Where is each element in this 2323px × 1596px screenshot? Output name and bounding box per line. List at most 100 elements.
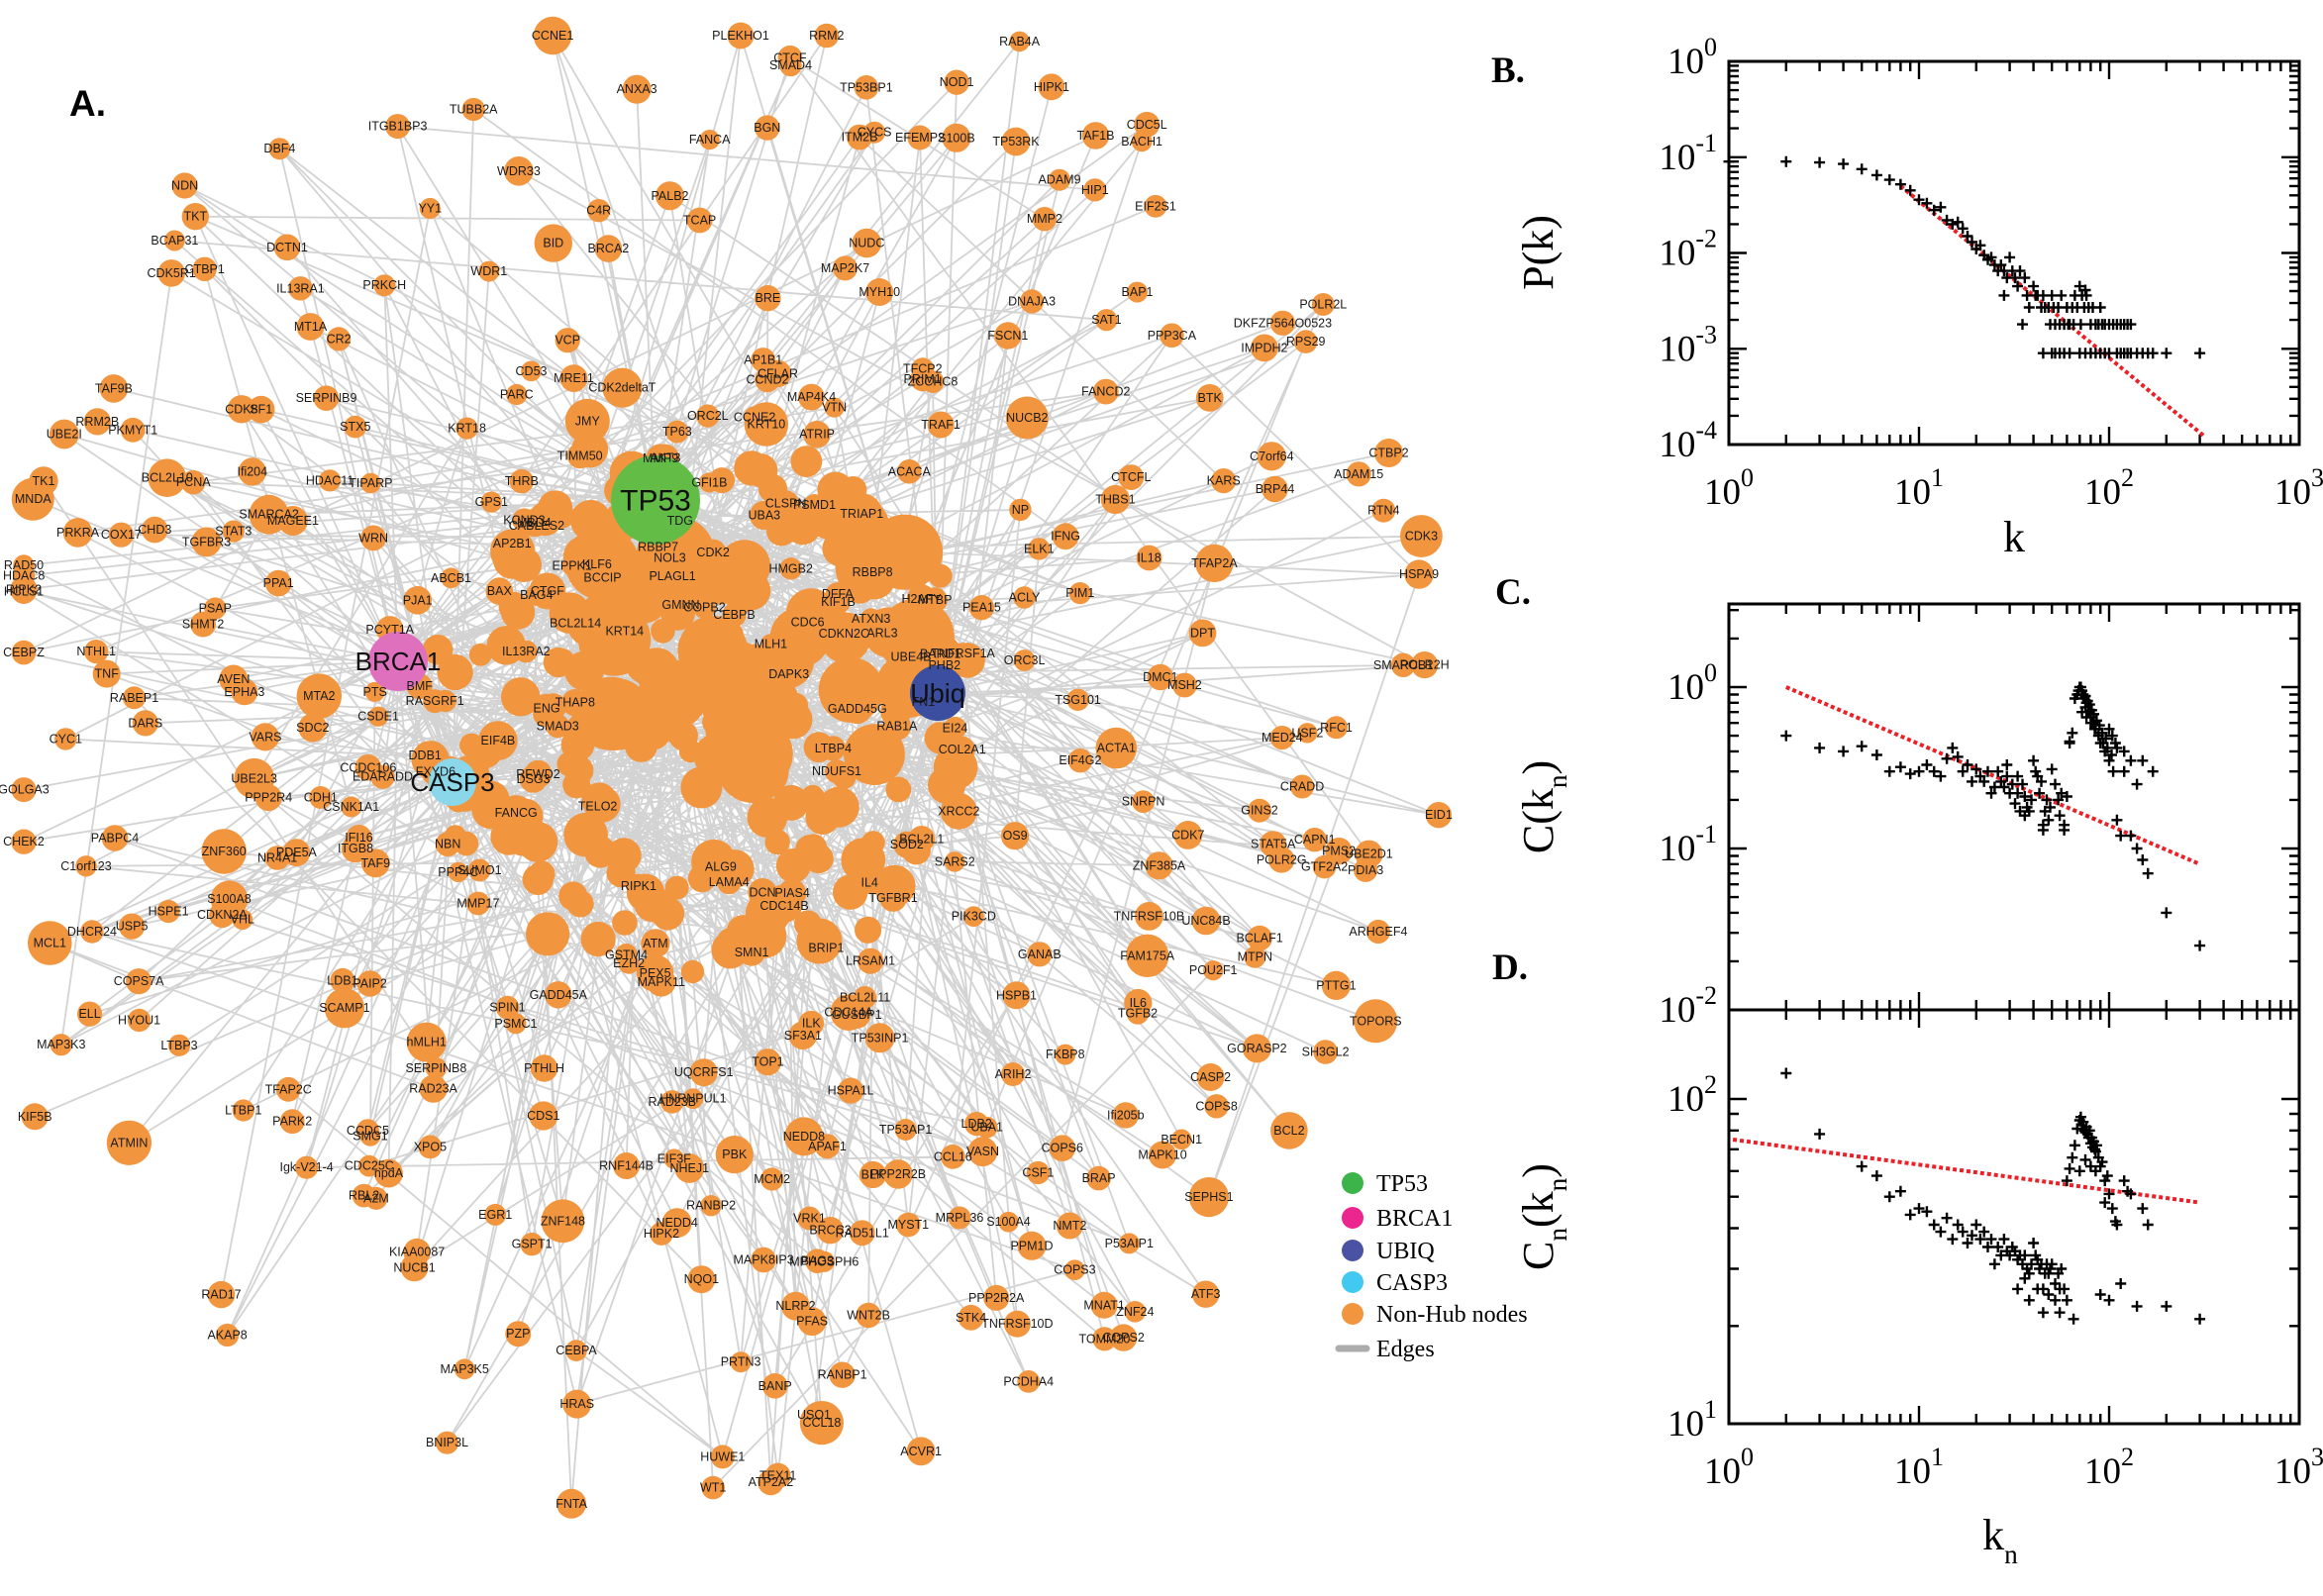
gene-label: NUCB2 [1006, 411, 1048, 425]
gene-label: POLR2G [1257, 852, 1307, 866]
gene-label: PPP2R2B [870, 1167, 926, 1181]
x-axis-label: kn [1982, 1511, 2018, 1569]
network-node [1172, 672, 1197, 698]
gene-label: MYH10 [858, 285, 900, 299]
gene-label: PSMD1 [793, 498, 836, 512]
gene-label: CHD3 [138, 523, 171, 537]
network-node [296, 313, 325, 341]
network-node [764, 829, 790, 855]
network-node [796, 611, 819, 634]
network-node [543, 647, 573, 678]
gene-label: MMP17 [456, 897, 499, 911]
network-node [538, 490, 573, 525]
gene-label: ADAM15 [1334, 467, 1383, 481]
gene-label: COPS6 [1042, 1142, 1083, 1155]
gene-label: AP2B1 [493, 537, 532, 550]
gene-label: RAD17 [201, 1288, 241, 1302]
gene-label: RFWD2 [516, 767, 559, 781]
network-node [448, 861, 468, 883]
gene-label: TNFRSF10B [1114, 909, 1185, 923]
gene-label: KIF5B [18, 1110, 52, 1124]
network-node [563, 611, 587, 635]
gene-label: PLAGL1 [649, 569, 695, 583]
gene-label: IFNG [1051, 530, 1080, 544]
gene-label: NHEJ1 [670, 1161, 710, 1175]
network-node [1068, 582, 1091, 605]
gene-label: PKMYT1 [108, 423, 157, 437]
gene-label: TNFRSF10D [981, 1317, 1053, 1331]
gene-label: HMGB2 [768, 561, 813, 575]
gene-label: SMARCB1 [1373, 658, 1433, 672]
network-node [852, 228, 882, 258]
network-node [181, 203, 209, 231]
gene-label: EIF4G2 [1059, 753, 1101, 767]
gene-label: TAF9 [360, 856, 390, 870]
network-node [870, 622, 894, 645]
network-node [201, 829, 247, 874]
panel-label-b: B. [1491, 50, 1525, 91]
network-node [748, 878, 777, 908]
gene-label: TP53AP1 [879, 1123, 933, 1137]
network-node [545, 981, 572, 1009]
network-node [498, 795, 535, 832]
gene-label: SDC2 [296, 721, 329, 735]
network-node [330, 967, 355, 993]
gene-label: PSAP [199, 602, 232, 616]
gene-label: HNRNPUL1 [659, 1092, 726, 1106]
gene-label: XPO5 [414, 1140, 447, 1153]
network-node [775, 848, 811, 883]
gene-label: BCL2L11 [840, 991, 890, 1005]
gene-label: TSG101 [1055, 693, 1101, 707]
gene-label: UBA1 [970, 1121, 1003, 1135]
gene-label: ATM [643, 937, 667, 950]
network-node [227, 395, 256, 424]
network-node [509, 468, 534, 494]
network-node [219, 664, 249, 694]
gene-label: BCLAF1 [1236, 932, 1282, 946]
network-node [279, 1109, 305, 1135]
gene-label: HDAC8 [3, 569, 45, 583]
gene-label: ATRIP [799, 428, 835, 442]
gene-label: JMY [575, 414, 601, 428]
gene-label: NDN [171, 179, 198, 193]
network-node [1126, 934, 1169, 977]
network-node [1173, 821, 1203, 849]
network-node [132, 710, 158, 737]
gene-label: DHCR24 [67, 925, 117, 939]
gene-label: CEBPZ [3, 646, 45, 659]
gene-label: PPM1D [1010, 1239, 1053, 1252]
network-node [556, 1488, 587, 1519]
gene-label: PMS2 [1322, 845, 1356, 858]
gene-label: TKT [183, 210, 207, 224]
gene-label: CDS1 [527, 1109, 559, 1123]
network-node [478, 260, 500, 282]
gene-label: RANBP1 [818, 1368, 867, 1382]
network-node [360, 525, 386, 551]
network-node [374, 1158, 403, 1188]
network-node [784, 1117, 824, 1156]
network-node [1191, 906, 1221, 936]
gene-label: PJA1 [403, 593, 433, 607]
gene-label: RFC1 [1320, 721, 1353, 735]
gene-label: A2M [363, 1191, 389, 1205]
gene-label: IFI16 [345, 831, 373, 845]
network-node [906, 1437, 936, 1466]
gene-label: CTCFL [1111, 470, 1151, 484]
network-node [356, 970, 383, 997]
network-node [277, 506, 308, 536]
gene-label: COPS7A [114, 974, 164, 988]
network-node [856, 1302, 881, 1329]
gene-label: Igk-V21-4 [279, 1160, 333, 1174]
network-node [949, 736, 975, 762]
legend-label: Non-Hub nodes [1376, 1302, 1528, 1328]
network-node [1145, 851, 1173, 880]
gene-label: THBS1 [1095, 493, 1135, 507]
network-node [797, 1206, 822, 1231]
network-node [459, 733, 484, 757]
gene-label: UBE2L3 [231, 771, 277, 785]
gene-label: CCDC106 [340, 760, 396, 774]
gene-label: CSNK1A1 [323, 800, 379, 814]
gene-label: CD53 [516, 364, 548, 378]
gene-label: POU2F1 [1189, 963, 1238, 977]
network-node [1374, 439, 1403, 467]
